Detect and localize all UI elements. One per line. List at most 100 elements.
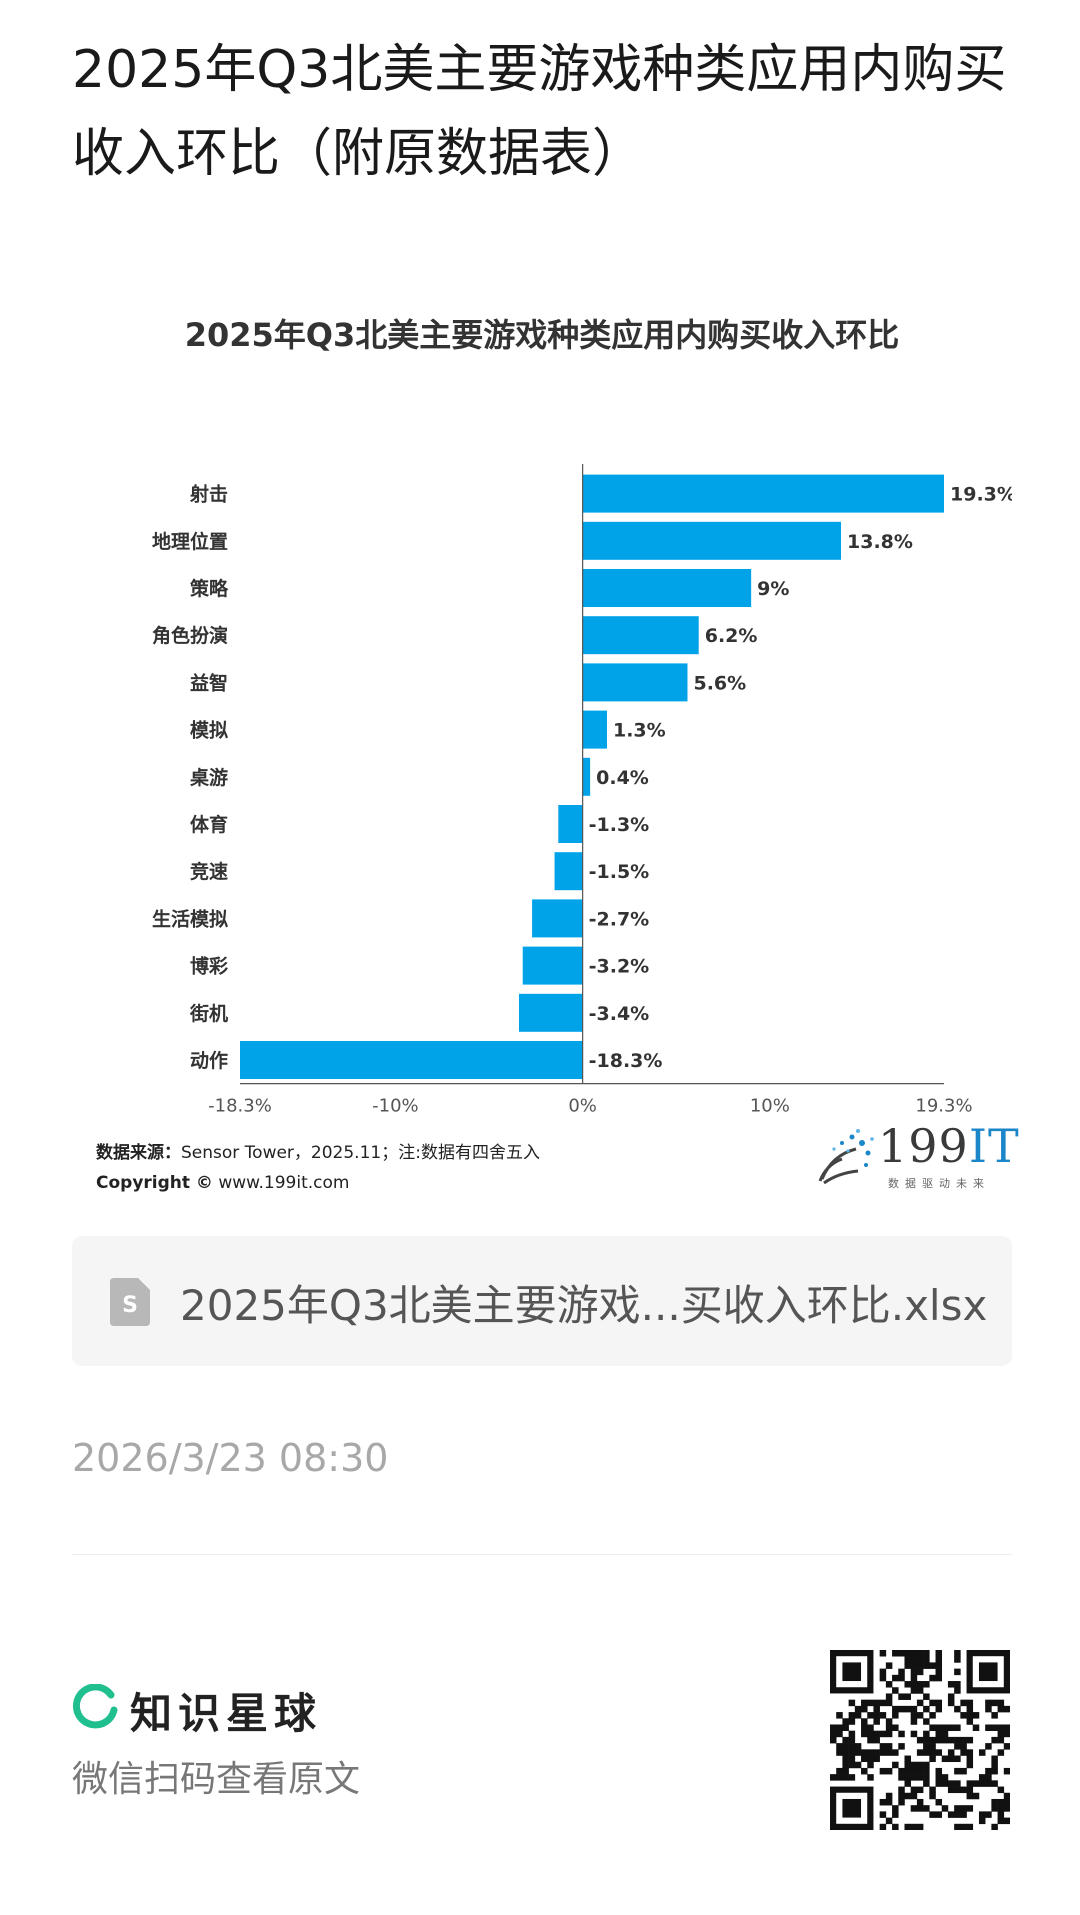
- qr-module: [861, 1699, 868, 1707]
- qr-module: [929, 1811, 936, 1818]
- qr-module: [997, 1749, 1005, 1756]
- qr-module: [991, 1712, 998, 1719]
- category-label: 竞速: [190, 860, 228, 883]
- qr-module: [842, 1736, 849, 1744]
- qr-module: [892, 1761, 899, 1769]
- category-label: 体育: [190, 813, 228, 836]
- qr-module: [904, 1761, 911, 1769]
- qr-module: [935, 1736, 943, 1744]
- qr-module: [879, 1743, 887, 1750]
- qr-module: [898, 1730, 905, 1738]
- qr-module: [997, 1811, 1005, 1818]
- qr-module: [842, 1724, 849, 1731]
- category-label: 动作: [190, 1049, 228, 1072]
- qr-module: [916, 1823, 924, 1830]
- qr-module: [904, 1705, 911, 1713]
- category-label: 生活模拟: [152, 907, 228, 930]
- qr-module: [991, 1805, 998, 1812]
- 199it-logo: 199IT 数据驱动未来: [812, 1119, 1019, 1195]
- qr-module: [954, 1786, 961, 1794]
- qr-module: [972, 1792, 980, 1800]
- bar: [582, 710, 607, 749]
- qr-module: [997, 1805, 1005, 1812]
- qr-module: [904, 1823, 911, 1830]
- qr-module: [997, 1724, 1005, 1731]
- qr-module: [892, 1687, 899, 1694]
- qr-module: [885, 1749, 893, 1756]
- data-label: -3.2%: [589, 956, 650, 978]
- qr-module: [867, 1699, 874, 1707]
- qr-module: [873, 1749, 880, 1756]
- qr-code[interactable]: [830, 1650, 1010, 1830]
- qr-module: [954, 1656, 961, 1663]
- qr-module: [873, 1755, 880, 1763]
- qr-module: [966, 1761, 974, 1769]
- qr-module: [916, 1712, 924, 1719]
- qr-module: [954, 1687, 961, 1694]
- data-label: -18.3%: [589, 1050, 663, 1072]
- qr-module: [947, 1755, 955, 1763]
- qr-module: [836, 1712, 843, 1719]
- x-tick-label: 19.3%: [915, 1096, 972, 1117]
- qr-module: [1003, 1817, 1010, 1825]
- qr-module: [991, 1699, 998, 1707]
- attachment-file-card[interactable]: S 2025年Q3北美主要游戏...买收入环比.xlsx: [72, 1236, 1012, 1366]
- qr-module: [879, 1823, 887, 1830]
- divider: [72, 1554, 1012, 1555]
- qr-module: [947, 1724, 955, 1731]
- qr-module: [867, 1730, 874, 1738]
- qr-module: [867, 1749, 874, 1756]
- qr-module: [861, 1730, 868, 1738]
- qr-module: [879, 1674, 887, 1682]
- qr-module: [898, 1705, 905, 1713]
- qr-module: [966, 1736, 974, 1744]
- qr-module: [923, 1774, 930, 1781]
- qr-module: [941, 1780, 949, 1787]
- qr-module: [985, 1699, 992, 1707]
- qr-module: [985, 1724, 992, 1731]
- qr-module: [916, 1650, 924, 1657]
- qr-module: [836, 1749, 843, 1756]
- qr-module: [954, 1724, 961, 1731]
- qr-module: [923, 1761, 930, 1769]
- qr-module: [947, 1786, 955, 1794]
- qr-module: [947, 1699, 955, 1707]
- logo-wordmark: 199IT: [878, 1119, 1020, 1173]
- qr-module: [985, 1811, 992, 1818]
- qr-module: [923, 1767, 930, 1775]
- qr-module: [842, 1755, 849, 1763]
- qr-module: [923, 1743, 930, 1750]
- qr-module: [929, 1724, 936, 1731]
- qr-module: [848, 1774, 856, 1781]
- qr-module: [947, 1693, 955, 1700]
- qr-module: [966, 1749, 974, 1756]
- qr-module: [972, 1712, 980, 1719]
- qr-module: [935, 1767, 943, 1775]
- qr-module: [941, 1730, 949, 1738]
- dandelion-icon: [818, 1129, 874, 1185]
- qr-module: [898, 1674, 905, 1682]
- qr-module: [935, 1798, 943, 1806]
- qr-module: [898, 1786, 905, 1794]
- qr-module: [873, 1730, 880, 1738]
- qr-module: [941, 1805, 949, 1812]
- qr-module: [997, 1786, 1005, 1794]
- qr-module: [904, 1767, 911, 1775]
- qr-module: [935, 1699, 943, 1707]
- qr-module: [985, 1743, 992, 1750]
- qr-module: [923, 1681, 930, 1688]
- planet-ring-icon: [73, 1684, 118, 1729]
- qr-module: [885, 1693, 893, 1700]
- category-label: 益智: [190, 671, 228, 694]
- qr-module: [910, 1681, 918, 1688]
- bar-chart: 射击 19.3% 地理位置 13.8% 策略 9% 角色扮演 6.2% 益智 5.6% 模拟 1.3%…: [152, 464, 1012, 1117]
- qr-module: [923, 1662, 930, 1669]
- qr-module: [916, 1681, 924, 1688]
- bar: [522, 946, 583, 985]
- qr-module: [954, 1811, 961, 1818]
- data-label: -2.7%: [589, 908, 650, 930]
- qr-module: [966, 1823, 974, 1830]
- qr-module: [954, 1743, 961, 1750]
- qr-module: [867, 1712, 874, 1719]
- qr-module: [892, 1749, 899, 1756]
